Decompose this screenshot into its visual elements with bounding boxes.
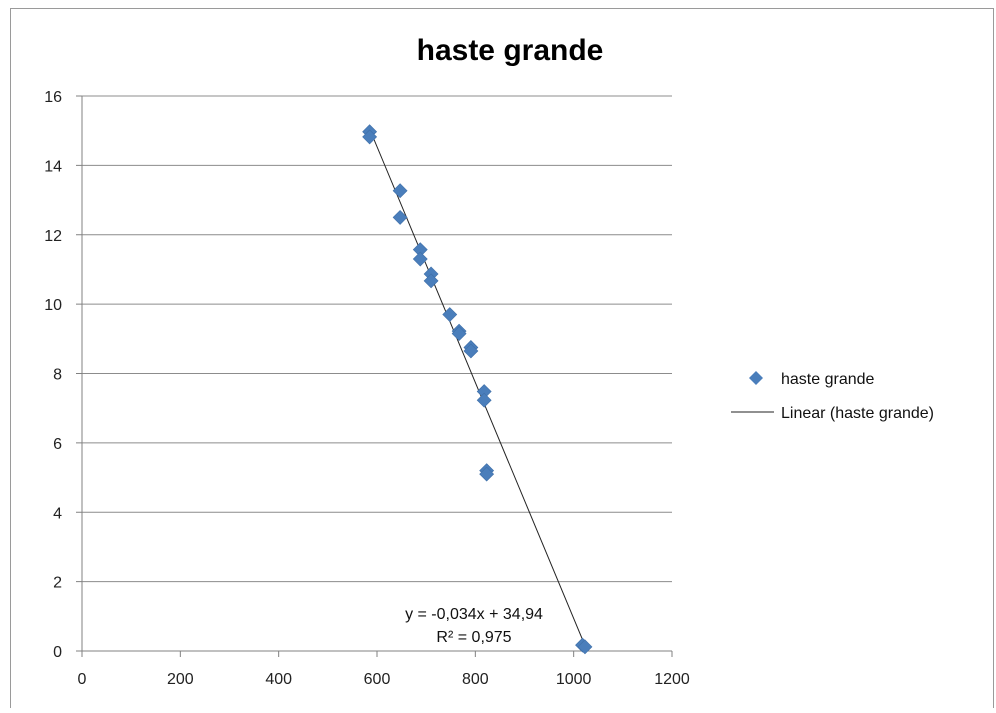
y-tick-label: 4 xyxy=(53,505,62,522)
data-point xyxy=(362,129,378,145)
data-point xyxy=(479,466,495,482)
data-point xyxy=(577,639,593,655)
data-point xyxy=(412,251,428,267)
gridlines xyxy=(82,95,672,583)
legend-label-trendline: Linear (haste grande) xyxy=(781,405,934,422)
x-tick-label: 0 xyxy=(78,671,87,688)
y-tick-label: 14 xyxy=(44,158,62,175)
data-point xyxy=(476,392,492,408)
y-tick-label: 0 xyxy=(53,644,62,661)
y-tick-label: 16 xyxy=(44,89,62,106)
y-tick-labels: 0 2 4 6 8 10 12 14 16 xyxy=(44,89,82,661)
data-point xyxy=(423,273,439,289)
chart-frame xyxy=(10,8,994,708)
y-tick-label: 2 xyxy=(53,575,62,592)
x-tick-label: 1200 xyxy=(654,671,690,688)
x-tick-label: 1000 xyxy=(556,671,592,688)
x-tick-label: 600 xyxy=(364,671,391,688)
data-points xyxy=(362,124,593,655)
data-point xyxy=(442,307,458,322)
chart-title: haste grande xyxy=(417,34,604,67)
x-tick-label: 800 xyxy=(462,671,489,688)
y-tick-label: 10 xyxy=(44,297,62,314)
x-tick-labels: 0 200 400 600 800 1000 1200 xyxy=(78,651,690,688)
x-tick-label: 200 xyxy=(167,671,194,688)
trendline-equation: y = -0,034x + 34,94 xyxy=(405,606,543,623)
x-tick-label: 400 xyxy=(265,671,292,688)
y-tick-label: 6 xyxy=(53,436,62,453)
data-point xyxy=(392,183,408,199)
data-point xyxy=(392,209,408,225)
legend-label-series: haste grande xyxy=(781,371,875,388)
data-point xyxy=(463,343,479,359)
legend: haste grande Linear (haste grande) xyxy=(731,371,934,422)
y-tick-label: 8 xyxy=(53,367,62,384)
y-tick-label: 12 xyxy=(44,228,62,245)
data-point xyxy=(451,326,467,342)
trendline-r-squared: R² = 0,975 xyxy=(436,629,511,646)
legend-marker-diamond xyxy=(749,371,763,385)
